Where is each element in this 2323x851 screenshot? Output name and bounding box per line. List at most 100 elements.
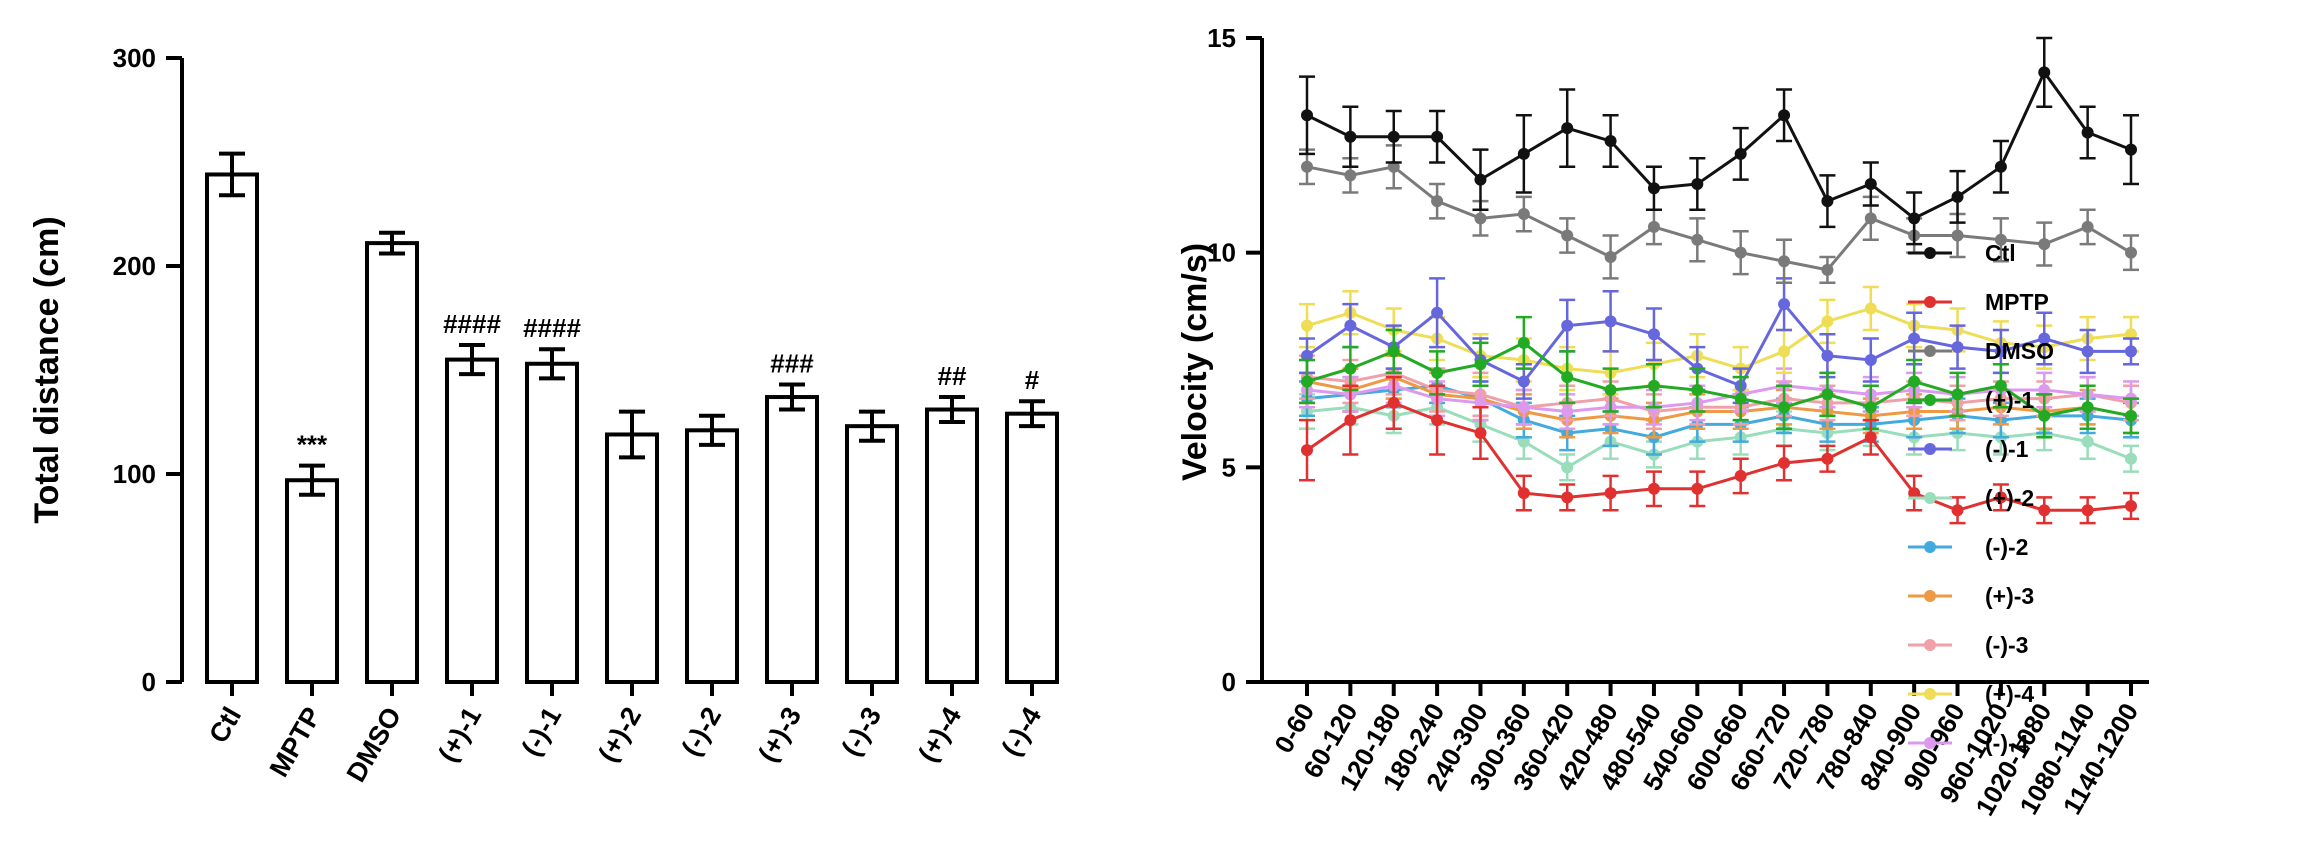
legend-label: (-)-3 (1985, 632, 2028, 658)
series-point (2081, 504, 2094, 517)
bar (685, 428, 739, 684)
bar-category-label: (+)-3 (752, 702, 807, 767)
bar-category-label: (+)-4 (912, 702, 967, 767)
series-point (1301, 319, 1313, 332)
series-point (1431, 366, 1444, 379)
bar-y-tick-label: 200 (113, 251, 156, 281)
series-point (1604, 250, 1617, 263)
legend-marker (1924, 688, 1936, 700)
legend-label: (-)-4 (1985, 730, 2029, 756)
series-point (1344, 319, 1357, 332)
legend-label: (+)-1 (1985, 387, 2034, 413)
bar (205, 172, 259, 684)
series-point (1387, 160, 1400, 173)
series-point (1604, 384, 1617, 397)
series-point (1517, 487, 1530, 500)
series-point (2081, 345, 2094, 358)
legend-marker (1924, 443, 1936, 455)
series-point (1561, 229, 1574, 242)
series-point (1344, 169, 1357, 182)
series-point (1431, 306, 1444, 319)
series-(-)-1 (1299, 277, 2139, 405)
series-point (1994, 233, 2007, 246)
legend-label: (+)-2 (1985, 485, 2034, 511)
series-point (1474, 426, 1487, 439)
series-point (1474, 212, 1487, 225)
series-point (1474, 396, 1487, 409)
series-point (1778, 345, 1791, 358)
series-line (1306, 401, 2132, 512)
bar (605, 432, 659, 685)
series-line (1306, 165, 2132, 272)
series-point (1387, 396, 1400, 409)
bar (1005, 411, 1059, 684)
series-point (1734, 392, 1747, 405)
series-point (1778, 255, 1791, 268)
series-point (1517, 435, 1530, 448)
series-point (1604, 135, 1617, 148)
legend-marker (1924, 737, 1936, 749)
series-point (1344, 362, 1357, 375)
series-point (1387, 130, 1400, 143)
series-point (1301, 349, 1313, 362)
series-point (1691, 177, 1704, 190)
series-point (1951, 388, 1964, 401)
series-point (1734, 246, 1747, 259)
series-point (1344, 130, 1357, 143)
series-point (1517, 208, 1530, 221)
legend-label: (-)-1 (1985, 436, 2029, 462)
series-point (1301, 375, 1313, 388)
series-point (1908, 375, 1921, 388)
series-point (1474, 358, 1487, 371)
legend-label: (+)-4 (1985, 681, 2034, 707)
series-point (1517, 401, 1530, 414)
series-point (1821, 195, 1834, 208)
legend-marker (1924, 590, 1936, 602)
bar-significance-label: # (1025, 365, 1040, 395)
bar-category-label: Ctl (203, 702, 247, 748)
bar-category-label: MPTP (264, 702, 327, 782)
series-point (1908, 332, 1921, 345)
series-point (1908, 212, 1921, 225)
series-line (1306, 371, 2132, 414)
series-point (2081, 220, 2094, 233)
series-point (1647, 379, 1660, 392)
series-point (2125, 499, 2137, 512)
line-y-tick-label: 15 (1207, 23, 1236, 53)
series-point (1864, 212, 1877, 225)
series-point (1691, 482, 1704, 495)
series-point (1951, 190, 1964, 203)
series-point (1778, 401, 1791, 414)
series-point (1604, 487, 1617, 500)
series-Ctl (1299, 36, 2139, 246)
bar (525, 361, 579, 684)
bar-y-tick-label: 100 (113, 459, 156, 489)
series-point (1734, 147, 1747, 160)
bar-significance-label: #### (443, 309, 501, 339)
series-line (1306, 341, 2132, 418)
series-point (1561, 461, 1574, 474)
legend-label: (+)-3 (1985, 583, 2034, 609)
series-point (1474, 173, 1487, 186)
legend-item: (+)-2 (1908, 485, 2034, 511)
series-point (1431, 414, 1444, 427)
legend-label: (-)-2 (1985, 534, 2028, 560)
series-point (2125, 246, 2137, 259)
series-point (1994, 160, 2007, 173)
series-point (2125, 409, 2137, 422)
bar-significance-label: *** (297, 430, 328, 460)
legend-label: DMSO (1985, 338, 2054, 364)
bar-significance-label: ## (938, 361, 967, 391)
series-point (1561, 319, 1574, 332)
series-line (1306, 69, 2132, 221)
series-point (1431, 195, 1444, 208)
series-point (1301, 444, 1313, 457)
bar (445, 357, 499, 684)
legend-item: (+)-1 (1908, 387, 2034, 413)
bar-category-label: (-)-3 (836, 702, 887, 761)
legend-item: MPTP (1908, 289, 2049, 315)
series-point (1344, 414, 1357, 427)
series-point (1908, 487, 1921, 500)
series-point (1864, 177, 1877, 190)
